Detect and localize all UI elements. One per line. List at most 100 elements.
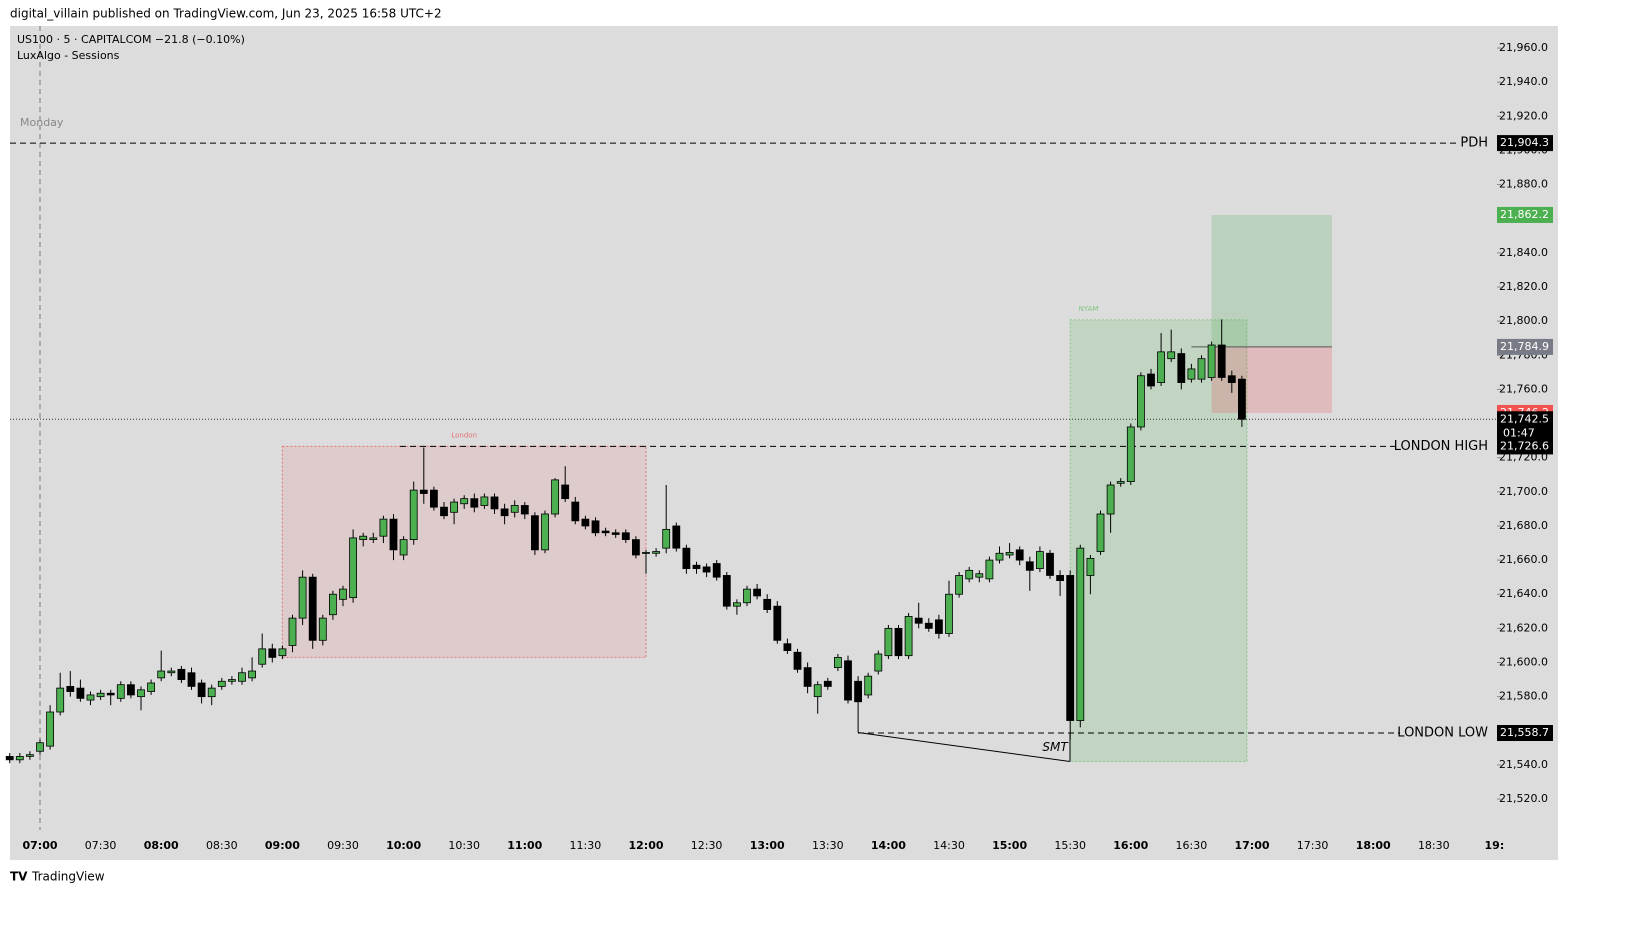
candle-body [652,551,660,554]
candle-body [227,679,236,682]
candle-body [823,680,832,687]
candle-body [662,528,671,549]
price-badge-label: 21,784.9 [1500,340,1549,353]
y-tick-label: 21,600.0 [1499,656,1548,669]
candle-body [783,643,792,651]
candle-body [753,588,761,597]
candle-body [601,530,610,534]
candle-body [813,684,822,698]
candle-body [1015,549,1024,561]
candle-body [1207,344,1216,378]
candle-body [56,687,65,713]
candle-body [1227,375,1236,383]
candle-body [803,667,812,687]
candle-body [844,660,852,701]
candle-body [177,668,186,680]
candle-body [409,489,418,541]
candle-body [379,518,388,537]
price-badge [1497,135,1553,152]
candle-body [470,498,479,508]
candle-body [25,754,34,757]
session-label: NYAM [1079,305,1099,313]
candle-body [854,680,862,703]
candle-body [349,537,358,599]
y-tick-label: 21,660.0 [1499,553,1548,566]
candle-body [561,484,570,500]
level-name: PDH [1460,136,1488,151]
price-badge [1497,725,1553,742]
candle-body [1167,351,1176,360]
level-name: LONDON LOW [1397,726,1488,741]
price-badge [1497,206,1553,223]
x-tick-label: 10:00 [386,839,421,852]
candle-body [116,684,125,699]
candle-body [1157,351,1165,383]
price-badge [1497,438,1553,455]
y-tick-label: 21,960.0 [1499,41,1548,54]
y-tick-label: 21,840.0 [1499,246,1548,259]
y-tick-label: 21,820.0 [1499,280,1548,293]
x-tick-label: 08:30 [206,839,238,852]
candle-body [1238,378,1246,420]
candle-body [450,501,459,513]
candle-body [248,670,257,679]
candle-body [611,532,620,535]
candle-body [278,648,287,657]
x-tick-label: 15:00 [992,839,1027,852]
candle-body [571,501,580,522]
candle-body [672,525,681,549]
price-badge-label: 21,862.2 [1500,208,1549,221]
candle-body [551,479,559,515]
symbol: US100 · 5 · CAPITALCOM −21.8 (−0.10%) [17,33,245,46]
candle-body [733,602,741,607]
candle-body [157,670,166,679]
candle-body [1217,344,1226,378]
candle-body [440,506,448,517]
candle-body [328,593,337,616]
candle-body [995,552,1004,561]
candle-body [46,711,54,747]
candle-body [531,515,539,551]
candle-body [541,513,549,551]
x-tick-label: 10:30 [448,839,480,852]
y-tick-label: 21,520.0 [1499,792,1548,805]
x-tick-label: 17:30 [1297,839,1329,852]
y-tick-label: 21,580.0 [1499,690,1548,703]
candle-body [702,566,711,573]
candle-body [369,537,378,541]
candle-body [399,539,408,556]
indicator: LuxAlgo - Sessions [17,49,120,62]
candle-body [510,505,519,513]
x-tick-label: 18:30 [1418,839,1450,852]
candle-body [15,755,24,761]
candle-body [238,672,246,682]
candle-body [945,593,953,634]
plot-background [10,26,1558,860]
session-box [281,445,647,658]
x-tick-label: 13:30 [812,839,844,852]
candle-body [520,505,529,515]
price-badge [1497,338,1553,355]
candle-body [339,588,347,600]
candle-body [1005,552,1014,556]
x-tick-label: 16:30 [1176,839,1208,852]
x-tick-label: 09:00 [265,839,300,852]
candle-body [490,496,499,510]
price-badge-label: 21,726.6 [1500,439,1549,452]
x-tick-label: 14:30 [933,839,965,852]
candle-body [389,518,398,551]
logo: TV [10,870,28,884]
level-name: LONDON HIGH [1394,439,1488,454]
price-badge [1497,411,1553,442]
y-tick-label: 21,920.0 [1499,109,1548,122]
candle-body [1036,551,1044,570]
candle-body [66,686,75,692]
x-tick-label: 08:00 [144,839,179,852]
candle-body [1046,552,1054,576]
x-tick-label: 07:30 [85,839,117,852]
smt-line [857,731,1071,763]
candle-body [864,675,873,696]
x-tick-label: 17:00 [1234,839,1269,852]
y-tick-label: 21,880.0 [1499,178,1548,191]
